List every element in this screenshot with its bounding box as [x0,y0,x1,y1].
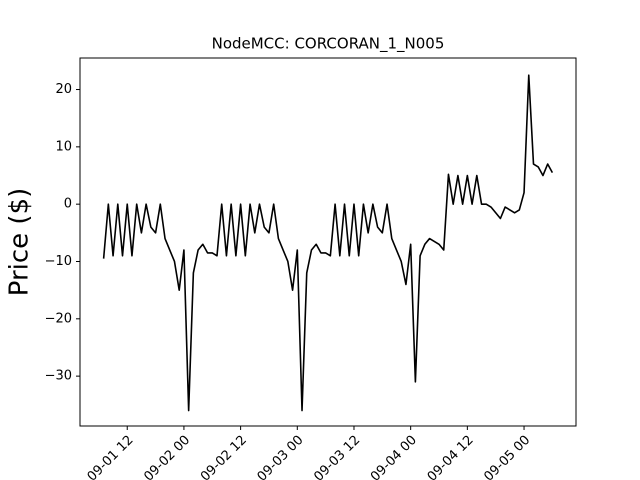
y-axis-label: Price ($) [5,188,35,297]
x-tick-label: 09-03 00 [255,433,307,480]
x-tick-label: 09-02 12 [198,433,250,480]
x-tick-label: 09-01 12 [85,433,137,480]
y-tick-label: −10 [45,254,72,269]
x-tick-label: 09-02 00 [141,433,193,480]
chart-title: NodeMCC: CORCORAN_1_N005 [212,35,445,54]
y-tick-label: 20 [55,82,72,97]
y-tick-label: 0 [64,197,72,212]
x-tick-label: 09-03 12 [311,433,363,480]
price-line [102,74,554,412]
y-tick-label: −20 [45,311,72,326]
y-tick-label: 10 [55,139,72,154]
plot-frame [79,57,577,427]
x-tick-label: 09-04 12 [425,433,477,480]
y-tick-label: −30 [45,369,72,384]
x-tick-label: 09-05 00 [481,433,533,480]
x-tick-label: 09-04 00 [368,433,420,480]
